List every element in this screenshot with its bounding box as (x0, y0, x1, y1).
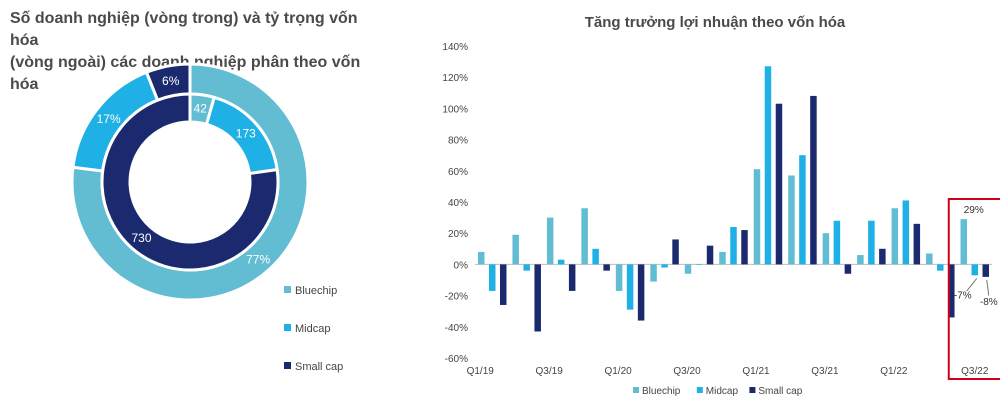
y-tick-label: -60% (445, 354, 468, 365)
bar-smallcap-Q3-20 (706, 245, 714, 265)
bar-midcap-Q2-19 (523, 264, 530, 271)
x-tick-label: Q1/20 (604, 366, 632, 377)
legend-swatch (284, 362, 291, 369)
bar-midcap-Q4-20 (730, 226, 737, 265)
pie-title-line-2: (vòng ngoài) các doanh nghiệp phân theo … (10, 54, 361, 93)
x-tick-label: Q1/22 (880, 366, 908, 377)
bar-chart-title: Tăng trưởng lợi nhuận theo vốn hóa (584, 14, 846, 31)
x-tick-label: Q1/21 (742, 366, 770, 377)
bar-smallcap-Q2-21 (810, 95, 817, 265)
y-tick-label: 0% (454, 260, 469, 271)
legend-swatch (633, 387, 639, 393)
bar-bluechip-Q2-21 (788, 175, 795, 265)
bar-bluechip-Q1-22 (891, 208, 899, 265)
y-tick-label: -40% (445, 323, 468, 334)
bar-midcap-Q3-21 (833, 220, 841, 265)
donut-chart: 77% 17% 6% 42 173 730 Bluechip Midcap Small cap (70, 62, 343, 373)
bar-smallcap-Q1-19 (499, 264, 507, 305)
outer-ring-label: 77% (246, 252, 270, 266)
bar-smallcap-Q1-22 (913, 223, 921, 265)
bar-midcap-Q4-19 (592, 248, 599, 265)
legend-label: Midcap (706, 386, 739, 397)
callout-line (986, 279, 990, 296)
legend-label: Small cap (758, 386, 802, 397)
legend-label: Small cap (295, 361, 343, 373)
bar-smallcap-Q2-19 (534, 264, 541, 332)
y-tick-label: 60% (448, 167, 468, 178)
bar-smallcap-Q1-20 (637, 264, 645, 321)
pie-chart-title: Số doanh nghiệp (vòng trong) và tỷ trọng… (10, 8, 390, 96)
bar-bluechip-Q2-19 (512, 234, 519, 265)
bar-midcap-Q2-21 (799, 155, 806, 265)
x-tick-label: Q3/19 (536, 366, 564, 377)
x-tick-label: Q3/22 (961, 366, 989, 377)
x-tick-label: Q3/20 (673, 366, 701, 377)
bar-midcap-Q3-19 (557, 259, 565, 265)
bar-midcap-Q1-21 (764, 66, 772, 265)
bar-smallcap-Q2-20 (672, 239, 679, 265)
bar-midcap-Q1-22 (902, 200, 910, 265)
y-tick-label: 40% (448, 198, 468, 209)
bar-bluechip-Q3-20 (684, 264, 692, 274)
inner-ring-label: 42 (194, 102, 208, 116)
bar-smallcap-Q3-22 (982, 264, 990, 277)
bar-smallcap-Q4-21 (879, 248, 886, 265)
legend-label: Midcap (295, 323, 330, 335)
bar-smallcap-Q1-21 (775, 103, 783, 265)
bar-bluechip-Q1-20 (615, 264, 623, 291)
bar-smallcap-Q4-19 (603, 264, 610, 271)
legend-swatch (284, 324, 291, 331)
x-tick-label: Q1/19 (467, 366, 495, 377)
y-tick-label: 140% (442, 42, 468, 53)
bar-smallcap-Q3-19 (568, 264, 576, 291)
bar-midcap-Q1-20 (626, 264, 634, 310)
bar-bluechip-Q3-21 (822, 233, 830, 265)
inner-ring-label: 173 (236, 126, 256, 140)
bar-midcap-Q4-21 (868, 220, 875, 265)
legend-swatch (284, 286, 291, 293)
bar-bluechip-Q1-19 (477, 251, 485, 265)
bar-bluechip-Q3-22 (960, 219, 968, 265)
bar-bluechip-Q2-20 (650, 264, 657, 282)
x-tick-label: Q3/21 (811, 366, 839, 377)
bar-midcap-Q3-22 (971, 264, 979, 276)
bar-bluechip-Q1-21 (753, 169, 761, 265)
legend-label: Bluechip (642, 386, 681, 397)
bar-smallcap-Q3-21 (844, 264, 852, 274)
inner-ring-slice-smallcap (100, 92, 280, 272)
pie-title-line-1: Số doanh nghiệp (vòng trong) và tỷ trọng… (10, 10, 358, 49)
y-tick-label: 120% (442, 73, 468, 84)
data-label-bluechip: 29% (964, 205, 984, 216)
legend-swatch (696, 387, 703, 393)
highlight-box (947, 198, 1000, 380)
bar-bluechip-Q4-19 (581, 208, 588, 265)
bar-midcap-Q2-22 (937, 264, 944, 271)
legend-swatch (749, 387, 756, 393)
bar-smallcap-Q2-22 (948, 264, 955, 318)
y-tick-label: 100% (442, 104, 468, 115)
y-tick-label: -20% (445, 292, 468, 303)
data-label-smallcap: -8% (980, 297, 998, 308)
y-tick-label: 20% (448, 229, 468, 240)
bar-bluechip-Q4-20 (719, 251, 726, 265)
outer-ring-label: 6% (162, 74, 180, 88)
bar-chart: 140%120%100%80%60%40%20%0%-20%-40%-60%Q1… (442, 42, 1000, 397)
y-tick-label: 80% (448, 136, 468, 147)
legend-label: Bluechip (295, 285, 337, 297)
bar-midcap-Q3-20 (695, 264, 703, 265)
callout-line (966, 278, 978, 292)
data-label-midcap: -7% (954, 291, 972, 302)
bar-midcap-Q1-19 (488, 264, 496, 291)
bar-bluechip-Q3-19 (546, 217, 554, 265)
outer-ring-label: 17% (97, 112, 121, 126)
bar-smallcap-Q4-20 (741, 230, 748, 265)
bar-bluechip-Q2-22 (926, 253, 933, 265)
bar-midcap-Q2-20 (661, 264, 668, 268)
inner-ring-label: 730 (131, 231, 151, 245)
bar-bluechip-Q4-21 (857, 255, 864, 265)
